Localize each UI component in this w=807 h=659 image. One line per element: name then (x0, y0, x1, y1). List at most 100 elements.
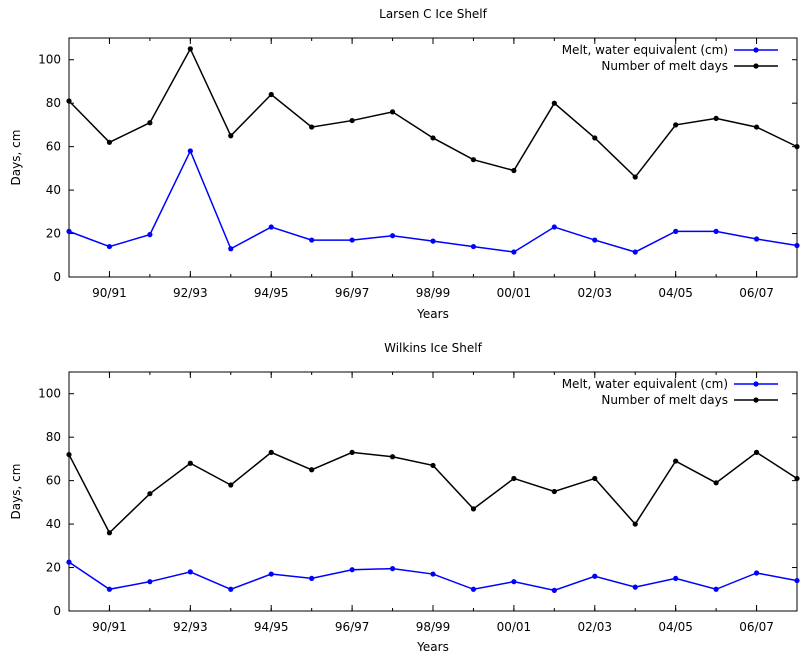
data-point-melt (713, 586, 719, 592)
data-point-melt (309, 575, 315, 582)
data-point-melt (187, 569, 193, 575)
x-tick-label: 02/03 (577, 620, 612, 634)
y-tick-label: 60 (46, 140, 61, 154)
data-point-melt (349, 237, 355, 243)
data-point-melt (349, 567, 355, 573)
y-tick-label: 100 (38, 53, 61, 67)
x-tick-label: 96/97 (335, 286, 370, 300)
data-point-melt-days (592, 475, 598, 482)
data-point-melt (794, 577, 800, 584)
data-point-melt (551, 224, 557, 230)
chart-title: Wilkins Ice Shelf (384, 341, 482, 355)
data-point-melt (753, 570, 760, 576)
data-point-melt-days (794, 475, 800, 482)
data-point-melt-days (228, 133, 234, 139)
legend-swatch-point (753, 381, 759, 387)
x-tick-label: 94/95 (254, 620, 289, 634)
data-point-melt (470, 243, 477, 250)
y-tick-label: 40 (46, 183, 61, 197)
x-tick-label: 92/93 (173, 620, 208, 634)
data-point-melt (106, 243, 113, 250)
legend-label: Number of melt days (601, 59, 728, 73)
x-tick-label: 00/01 (497, 620, 532, 634)
x-tick-label: 04/05 (658, 286, 693, 300)
x-axis-label: Years (416, 307, 449, 321)
y-tick-label: 40 (46, 517, 61, 531)
x-tick-label: 02/03 (577, 286, 612, 300)
x-tick-label: 98/99 (416, 620, 451, 634)
data-point-melt-days (794, 144, 800, 150)
y-axis-label: Days, cm (9, 464, 23, 520)
x-tick-label: 98/99 (416, 286, 451, 300)
data-point-melt (713, 228, 719, 234)
y-tick-label: 0 (53, 604, 61, 618)
data-point-melt (228, 246, 234, 252)
x-tick-label: 94/95 (254, 286, 289, 300)
y-axis-label: Days, cm (9, 130, 23, 186)
data-point-melt-days (753, 449, 760, 455)
data-point-melt-days (187, 46, 193, 52)
data-point-melt-days (309, 467, 315, 473)
y-tick-label: 20 (46, 561, 61, 575)
data-point-melt-days (713, 480, 719, 486)
data-point-melt-days (430, 135, 436, 141)
y-tick-label: 20 (46, 227, 61, 241)
data-point-melt (268, 224, 274, 230)
data-point-melt (147, 232, 153, 238)
data-point-melt (389, 566, 396, 572)
y-tick-label: 80 (46, 96, 61, 110)
data-point-melt-days (349, 449, 355, 455)
legend-label: Melt, water equivalent (cm) (562, 377, 728, 391)
data-point-melt-days (551, 488, 557, 495)
data-point-melt (673, 575, 679, 582)
series-line-melt (68, 149, 798, 253)
data-point-melt (511, 249, 517, 255)
data-point-melt-days (389, 454, 396, 460)
data-point-melt (470, 586, 477, 592)
data-point-melt (147, 579, 153, 585)
y-tick-label: 60 (46, 474, 61, 488)
chart-2: Wilkins Ice Shelf 0 20 40 60 80 100 90/91 92/93 9… (9, 341, 800, 654)
data-point-melt-days (228, 482, 234, 488)
y-tick-label: 0 (53, 270, 61, 284)
data-point-melt (268, 571, 274, 577)
x-tick-label: 06/07 (739, 286, 774, 300)
data-point-melt-days (106, 530, 113, 536)
data-point-melt (592, 573, 598, 579)
data-point-melt-days (106, 139, 113, 145)
legend-label: Melt, water equivalent (cm) (562, 43, 728, 57)
data-point-melt-days (268, 449, 274, 455)
data-point-melt-days (66, 98, 72, 104)
data-point-melt (228, 586, 234, 592)
data-point-melt (632, 249, 638, 255)
x-tick-label: 92/93 (173, 286, 208, 300)
data-point-melt-days (349, 117, 355, 124)
data-point-melt-days (66, 451, 72, 458)
data-point-melt-days (470, 157, 477, 163)
y-tick-label: 80 (46, 430, 61, 444)
x-tick-label: 90/91 (92, 286, 127, 300)
data-point-melt-days (147, 120, 153, 126)
data-point-melt (673, 228, 679, 234)
data-point-melt-days (673, 122, 679, 128)
chart-title: Larsen C Ice Shelf (379, 7, 487, 21)
data-point-melt-days (268, 91, 274, 98)
chart-1: Larsen C Ice Shelf 0 20 40 60 80 100 90/91 92/93… (9, 7, 800, 321)
data-point-melt-days (470, 506, 477, 512)
y-tick-label: 100 (38, 387, 61, 401)
data-point-melt-days (713, 115, 719, 121)
data-point-melt-days (592, 135, 598, 141)
data-point-melt-days (187, 460, 193, 466)
x-tick-label: 04/05 (658, 620, 693, 634)
data-point-melt (389, 233, 396, 239)
data-point-melt-days (511, 475, 517, 482)
data-point-melt (66, 228, 72, 234)
data-point-melt-days (673, 458, 679, 464)
data-point-melt (551, 587, 557, 593)
legend-swatch-point (753, 47, 759, 53)
data-point-melt-days (309, 124, 315, 130)
data-point-melt-days (753, 124, 760, 130)
data-point-melt (309, 237, 315, 243)
data-point-melt (511, 579, 517, 585)
